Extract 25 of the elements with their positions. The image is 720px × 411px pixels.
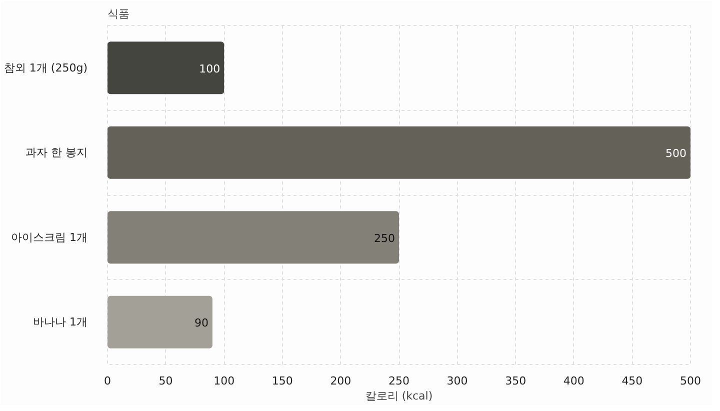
x-tick-label: 150 [272, 374, 293, 388]
data-label: 100 [199, 62, 220, 76]
bar [108, 296, 212, 348]
x-axis-title: 칼로리 (kcal) [365, 390, 433, 402]
x-tick-label: 500 [680, 374, 701, 388]
x-tick-label: 0 [104, 374, 111, 388]
x-tick-label: 450 [622, 374, 643, 388]
x-tick-label: 400 [563, 374, 584, 388]
y-tick-label: 과자 한 봉지 [26, 146, 88, 160]
data-label: 250 [374, 232, 396, 245]
y-tick-label: 바나나 1개 [33, 316, 88, 329]
y-tick-label: 아이스크림 1개 [11, 230, 88, 244]
y-axis-title: 식품 [108, 8, 130, 20]
data-label: 500 [666, 147, 687, 160]
x-tick-label: 100 [214, 374, 235, 388]
data-label: 90 [194, 316, 208, 330]
x-tick-label: 50 [158, 374, 173, 388]
y-tick-label: 참외 1개 (250g) [4, 61, 88, 74]
x-tick-label: 300 [446, 374, 468, 388]
x-tick-label: 350 [505, 374, 526, 388]
bar [108, 42, 224, 94]
x-tick-label: 200 [330, 374, 352, 388]
bar [108, 211, 399, 264]
bar [108, 126, 690, 179]
x-tick-label: 250 [388, 374, 410, 388]
